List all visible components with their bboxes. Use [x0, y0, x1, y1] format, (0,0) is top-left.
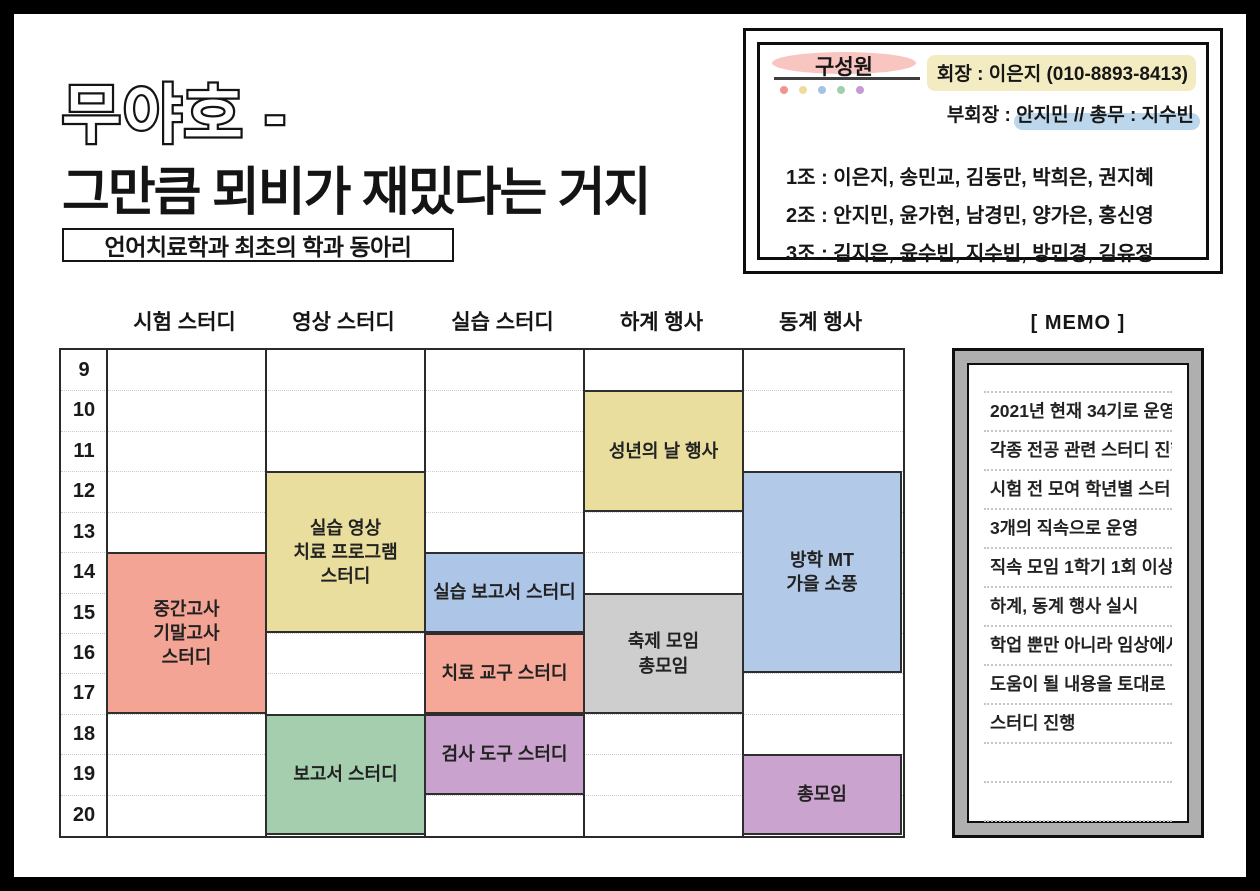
hour-label: 13 [72, 521, 96, 543]
column-header-summer-event: 하계 행사 [619, 311, 704, 334]
hour-label: 14 [72, 561, 96, 583]
gridline [61, 795, 903, 796]
hour-label: 9 [78, 359, 90, 381]
column-header-practice-study: 실습 스터디 [451, 311, 554, 334]
vice-president-highlight [1014, 113, 1200, 130]
hour-label: 16 [72, 642, 96, 664]
column-header-video-study: 영상 스터디 [292, 311, 395, 334]
dot-green [837, 86, 845, 94]
memo-box: 2021년 현재 34기로 운영 각종 전공 관련 스터디 진행 시험 전 모여… [952, 348, 1204, 838]
schedule-block-test-tools-study: 검사 도구 스터디 [424, 714, 585, 795]
timetable-headers: 시험 스터디 영상 스터디 실습 스터디 하계 행사 동계 행사 [59, 310, 905, 336]
schedule-block-report-study: 보고서 스터디 [265, 714, 426, 835]
title-line-1: 무야호 - [60, 77, 288, 154]
dot-red [780, 86, 788, 94]
memo-line: 3개의 직속으로 운영 [984, 510, 1172, 549]
dot-yellow [799, 86, 807, 94]
column-header-exam-study: 시험 스터디 [133, 311, 236, 334]
hour-label: 17 [72, 682, 96, 704]
schedule-block-festival-general-meeting: 축제 모임 총모임 [583, 593, 744, 714]
memo-line: 각종 전공 관련 스터디 진행 [984, 432, 1172, 471]
subtitle-box: 언어치료학과 최초의 학과 동아리 [62, 228, 454, 262]
schedule-block-general-meeting: 총모임 [742, 754, 902, 835]
dot-blue [818, 86, 826, 94]
memo-line: 하계, 동계 행사 실시 [984, 588, 1172, 627]
column-header-winter-event: 동계 행사 [778, 311, 863, 334]
timetable: 9 10 11 12 13 14 15 16 17 18 19 20 중간고사 … [59, 348, 905, 838]
schedule-block-practice-video-program-study: 실습 영상 치료 프로그램 스터디 [265, 471, 426, 633]
title-line-2: 그만큼 뫼비가 재밌다는 거지 [62, 164, 651, 222]
hour-label: 11 [73, 440, 95, 462]
memo-line: 2021년 현재 34기로 운영 [984, 393, 1172, 432]
hour-label: 20 [72, 804, 96, 826]
schedule-block-therapy-tools-study: 치료 교구 스터디 [424, 633, 585, 714]
memo-title: [ MEMO ] [1030, 312, 1126, 334]
gridline [61, 512, 903, 513]
gridline [61, 390, 903, 391]
members-box-inner: 구성원 회장 : 이은지 (010-8893-8413) 부회장 : 안지민 /… [757, 42, 1209, 265]
group-2: 2조 : 안지민, 윤가현, 남경민, 양가은, 홍신영 [786, 205, 1154, 227]
memo-line: 직속 모임 1학기 1회 이상 [984, 549, 1172, 588]
subtitle-text: 언어치료학과 최초의 학과 동아리 [104, 234, 412, 260]
dot-purple [856, 86, 864, 94]
schedule-block-coming-of-age-day-event: 성년의 날 행사 [583, 390, 744, 512]
memo-line-empty [984, 783, 1172, 822]
memo-line: 도움이 될 내용을 토대로 [984, 666, 1172, 705]
memo-lines: 2021년 현재 34기로 운영 각종 전공 관련 스터디 진행 시험 전 모여… [984, 391, 1172, 822]
hour-label: 19 [72, 763, 96, 785]
hour-label: 15 [72, 602, 96, 624]
group-1: 1조 : 이은지, 송민교, 김동만, 박희은, 권지혜 [786, 167, 1154, 189]
memo-line: 시험 전 모여 학년별 스터디 [984, 471, 1172, 510]
members-groups: 1조 : 이은지, 송민교, 김동만, 박희은, 권지혜 2조 : 안지민, 윤… [786, 159, 1154, 273]
hour-label: 18 [72, 723, 96, 745]
memo-line: 스터디 진행 [984, 705, 1172, 744]
gridline [61, 471, 903, 472]
hour-label: 12 [72, 480, 96, 502]
members-box: 구성원 회장 : 이은지 (010-8893-8413) 부회장 : 안지민 /… [743, 28, 1223, 274]
schedule-block-vacation-mt-picnic: 방학 MT 가을 소풍 [742, 471, 902, 673]
members-header-underline [774, 77, 920, 80]
hour-label: 10 [72, 399, 96, 421]
memo-line: 학업 뿐만 아니라 임상에서 [984, 627, 1172, 666]
memo-box-inner: 2021년 현재 34기로 운영 각종 전공 관련 스터디 진행 시험 전 모여… [967, 363, 1189, 823]
schedule-block-midterm-final-study: 중간고사 기말고사 스터디 [106, 552, 267, 714]
members-header: 구성원 [815, 56, 873, 79]
gridline [61, 431, 903, 432]
president-line: 회장 : 이은지 (010-8893-8413) [926, 55, 1196, 91]
color-dots [780, 86, 864, 94]
memo-line-empty [984, 744, 1172, 783]
group-3: 3조 : 김지은, 윤수빈, 지수빈, 방민경, 김유정 [786, 243, 1154, 265]
members-header-highlight [772, 52, 916, 74]
vice-president-line: 부회장 : 안지민 // 총무 : 지수빈 [945, 97, 1200, 130]
members-roles: 회장 : 이은지 (010-8893-8413) 부회장 : 안지민 // 총무… [926, 55, 1200, 130]
schedule-block-practice-report-study: 실습 보고서 스터디 [424, 552, 585, 633]
